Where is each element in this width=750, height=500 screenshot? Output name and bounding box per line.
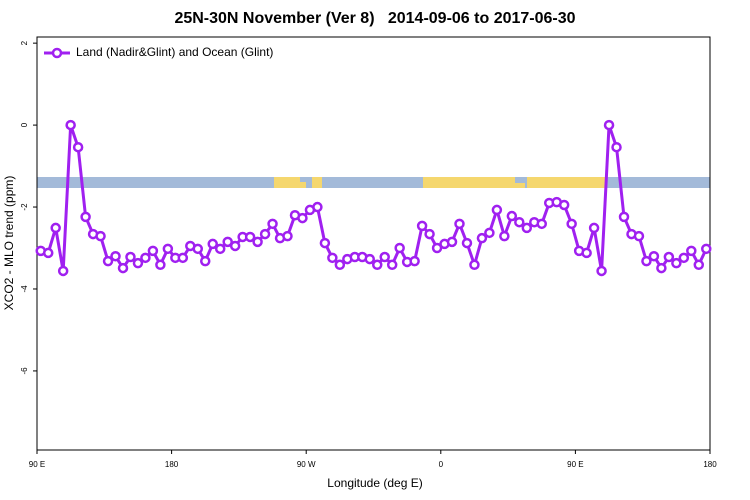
data-point	[379, 251, 390, 263]
plot-frame	[36, 36, 711, 451]
data-point	[177, 252, 189, 264]
data-point	[267, 218, 278, 230]
data-point	[693, 259, 705, 271]
legend-marker	[51, 47, 63, 59]
data-point	[656, 262, 667, 274]
x-tick-label: 0	[439, 460, 444, 469]
data-point	[282, 230, 293, 242]
data-point	[200, 255, 211, 267]
data-point	[588, 222, 600, 234]
data-point	[596, 265, 607, 277]
data-point	[416, 220, 428, 232]
data-point	[319, 237, 331, 249]
data-point	[192, 243, 204, 255]
x-tick-label: 90 E	[567, 460, 583, 469]
y-axis-title: XCO2 - MLO trend (ppm)	[2, 176, 16, 311]
x-tick-label: 90 W	[297, 460, 316, 469]
data-point	[611, 141, 622, 153]
data-point	[57, 265, 69, 277]
data-point	[506, 210, 518, 222]
data-point	[701, 243, 712, 255]
data-point	[431, 242, 443, 254]
data-point	[259, 228, 271, 240]
data-point	[42, 247, 54, 259]
data-point	[671, 257, 682, 269]
data-point	[229, 240, 241, 252]
data-point	[162, 243, 174, 255]
data-point	[214, 243, 226, 255]
data-point	[514, 216, 525, 228]
data-point	[117, 262, 129, 274]
legend-label: Land (Nadir&Glint) and Ocean (Glint)	[76, 45, 273, 59]
x-tick-label: 180	[165, 460, 179, 469]
data-point	[618, 211, 630, 223]
data-point	[132, 257, 144, 269]
data-point	[566, 218, 577, 230]
x-tick-label: 90 E	[29, 460, 45, 469]
y-tick-label: -6	[20, 367, 29, 375]
y-tick-label: -4	[20, 285, 29, 293]
data-point	[469, 259, 480, 271]
y-tick-label: 2	[20, 40, 29, 45]
data-point	[394, 242, 405, 254]
data-point	[409, 255, 420, 267]
data-point	[364, 253, 376, 265]
data-point	[327, 252, 338, 264]
data-point	[147, 245, 159, 257]
data-point	[95, 230, 106, 242]
data-point	[603, 119, 615, 131]
data-point	[581, 247, 592, 259]
data-point	[252, 236, 263, 248]
data-point	[476, 232, 488, 244]
data-point	[334, 259, 346, 271]
data-point	[633, 230, 645, 242]
data-point	[491, 204, 503, 216]
data-point	[499, 230, 510, 242]
x-axis-title: Longitude (deg E)	[327, 476, 422, 490]
legend: Land (Nadir&Glint) and Ocean (Glint)	[44, 45, 273, 59]
data-point	[686, 245, 697, 257]
data-point	[648, 250, 660, 262]
data-point	[312, 201, 323, 213]
data-point	[65, 119, 76, 131]
data-point	[446, 236, 458, 248]
data-point	[454, 218, 465, 230]
data-point	[102, 255, 114, 267]
data-point	[155, 259, 166, 271]
data-point	[207, 238, 218, 250]
data-point	[140, 252, 151, 264]
data-point	[72, 141, 84, 153]
data-point	[50, 222, 61, 234]
data-point	[424, 228, 435, 240]
y-tick-label: -2	[20, 203, 29, 211]
data-point	[110, 250, 121, 262]
data-point	[297, 212, 308, 224]
data-point	[536, 218, 547, 230]
data-point	[521, 222, 533, 234]
land-ocean-stripe	[37, 177, 710, 188]
data-point	[386, 259, 398, 271]
data-point	[558, 199, 570, 211]
data-point	[484, 227, 495, 239]
y-tick-label: 0	[20, 122, 29, 127]
data-point	[371, 259, 383, 271]
chart-title: 25N-30N November (Ver 8) 2014-09-06 to 2…	[174, 10, 575, 27]
data-point	[461, 237, 473, 249]
data-point	[663, 251, 675, 263]
data-point	[641, 255, 652, 267]
data-point	[80, 211, 91, 223]
data-point	[125, 251, 136, 263]
series-line	[40, 124, 708, 272]
data-point	[222, 236, 233, 248]
data-point	[678, 252, 690, 264]
data-point	[244, 231, 256, 243]
x-tick-label: 180	[703, 460, 717, 469]
